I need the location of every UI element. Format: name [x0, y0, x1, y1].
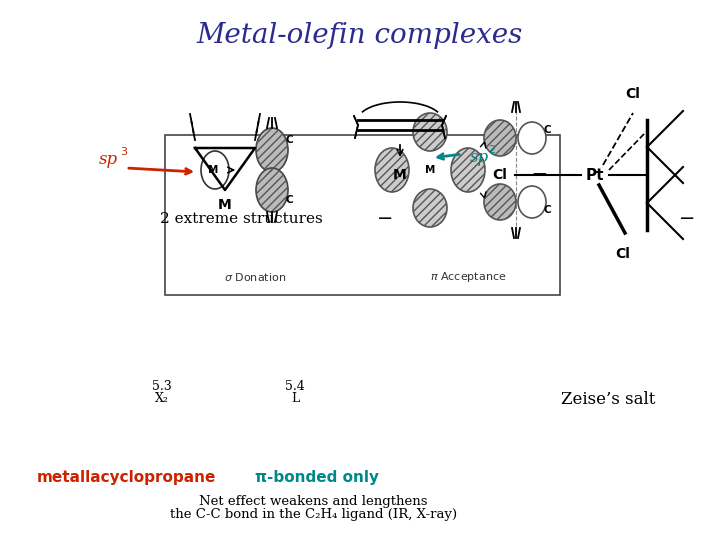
Text: $\pi$ Acceptance: $\pi$ Acceptance: [430, 270, 506, 284]
Ellipse shape: [518, 122, 546, 154]
Ellipse shape: [413, 113, 447, 151]
Text: L: L: [291, 392, 300, 405]
Text: −: −: [377, 209, 393, 228]
Text: Metal-olefin complexes: Metal-olefin complexes: [197, 22, 523, 49]
Text: Cl: Cl: [626, 87, 640, 101]
Text: Cl: Cl: [616, 247, 631, 261]
Text: the C-C bond in the C₂H₄ ligand (IR, X-ray): the C-C bond in the C₂H₄ ligand (IR, X-r…: [170, 508, 456, 521]
Text: 3: 3: [120, 147, 127, 157]
Text: $\sigma$ Donation: $\sigma$ Donation: [224, 271, 286, 283]
Text: Net effect weakens and lengthens: Net effect weakens and lengthens: [199, 495, 428, 508]
Text: Pt: Pt: [586, 167, 604, 183]
Text: 2: 2: [488, 145, 495, 155]
Ellipse shape: [484, 184, 516, 220]
Text: sp: sp: [99, 152, 118, 168]
Text: —: —: [532, 168, 546, 182]
Ellipse shape: [375, 148, 409, 192]
Text: Cl: Cl: [492, 168, 507, 182]
Ellipse shape: [256, 168, 288, 212]
Ellipse shape: [413, 189, 447, 227]
Ellipse shape: [518, 186, 546, 218]
Text: M: M: [393, 168, 407, 182]
Text: C: C: [544, 125, 552, 135]
Text: sp: sp: [470, 150, 489, 166]
Text: Zeise’s salt: Zeise’s salt: [561, 391, 656, 408]
Ellipse shape: [484, 120, 516, 156]
Text: 2 extreme structures: 2 extreme structures: [160, 212, 323, 226]
Text: M: M: [208, 165, 218, 175]
Text: −: −: [680, 209, 696, 228]
Ellipse shape: [451, 148, 485, 192]
Text: C: C: [544, 205, 552, 215]
Text: C: C: [286, 195, 294, 205]
Text: C: C: [286, 135, 294, 145]
Ellipse shape: [256, 128, 288, 172]
Text: 5.4: 5.4: [285, 380, 305, 393]
Text: X₂: X₂: [155, 392, 169, 405]
Text: 5.3: 5.3: [152, 380, 172, 393]
Text: metallacyclopropane: metallacyclopropane: [36, 470, 216, 485]
Text: M: M: [425, 165, 435, 175]
Ellipse shape: [201, 151, 229, 189]
Bar: [165, 135, 560, 295]
Text: π-bonded only: π-bonded only: [255, 470, 379, 485]
Text: M: M: [218, 198, 232, 212]
